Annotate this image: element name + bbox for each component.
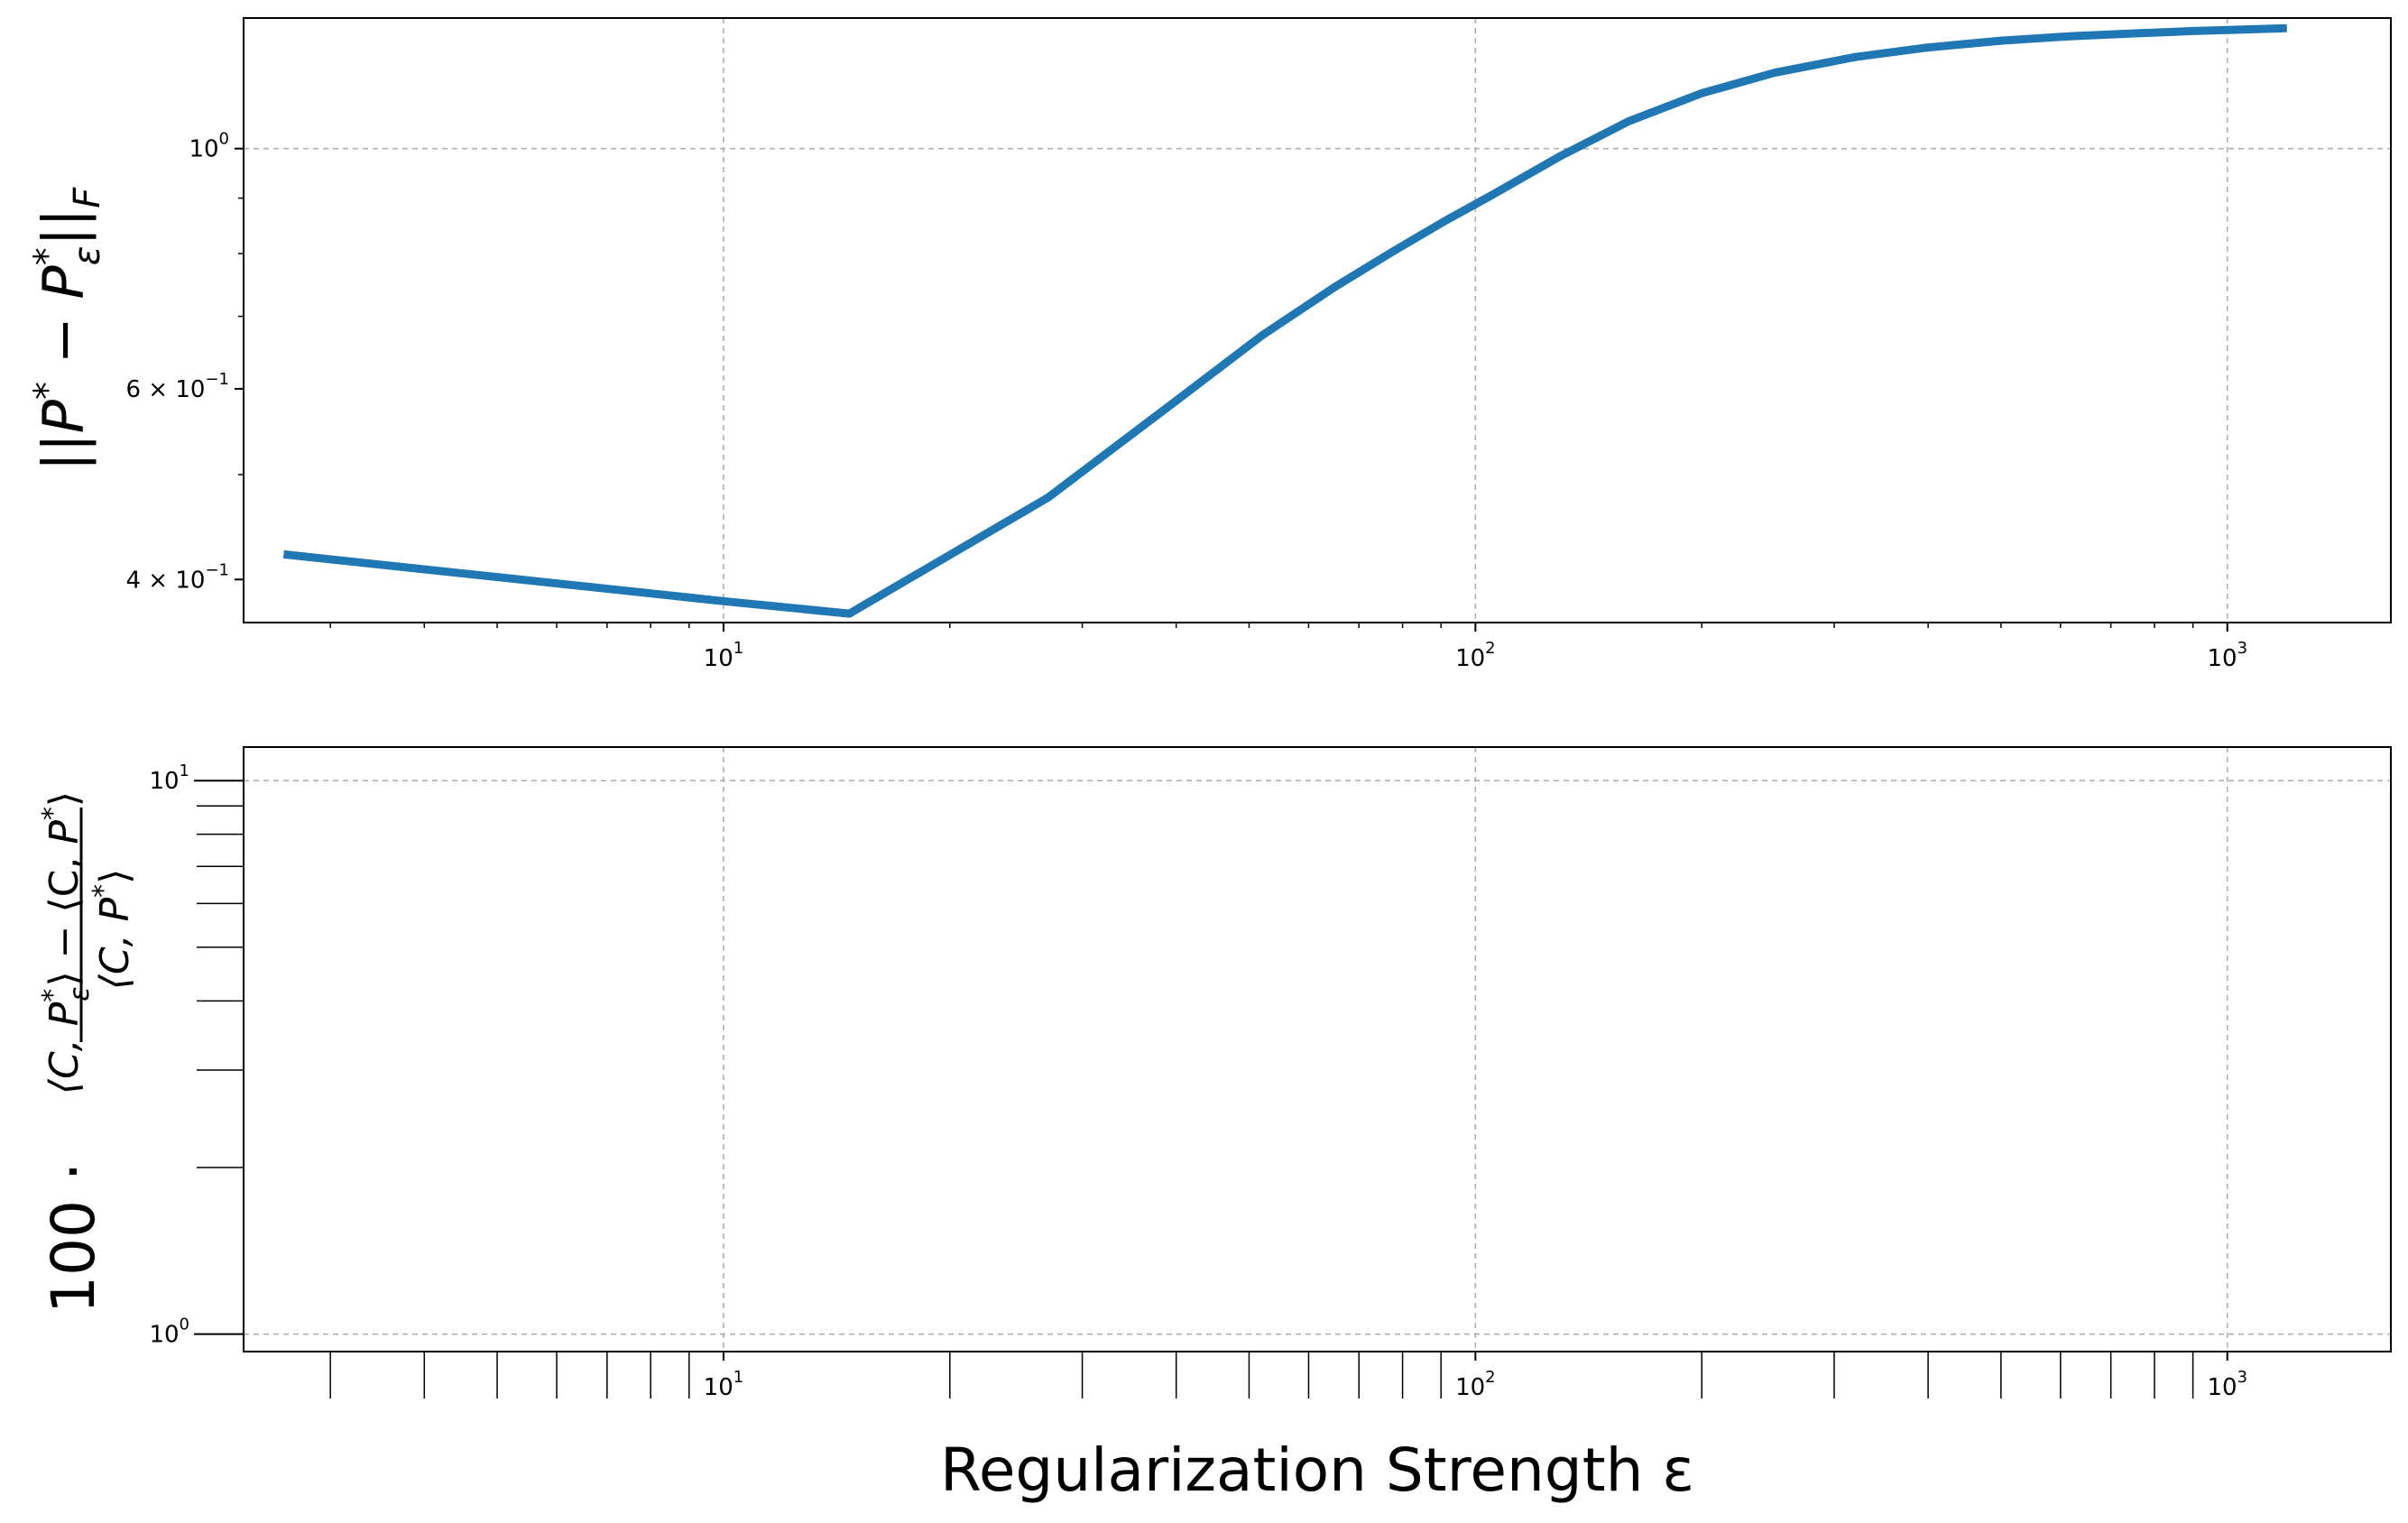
bottom-y-axis-label: 100 · ⟨C, P*ε⟩ − ⟨C, P*⟩ ⟨C, P*⟩ xyxy=(37,791,138,1314)
top-axes-frame xyxy=(243,17,2392,623)
bottom-y-ticks: 100 101 xyxy=(149,762,244,1349)
top-grid xyxy=(244,18,2391,623)
x-tick-label: 103 xyxy=(2207,1368,2247,1401)
x-tick-label: 101 xyxy=(704,1368,744,1401)
series-line-0 xyxy=(282,23,2287,618)
bottom-y-label-prefix: 100 · xyxy=(39,1162,108,1314)
y-tick-label: 100 xyxy=(189,130,229,163)
bottom-x-axis-label: Regularization Strength ε xyxy=(940,1435,1694,1505)
bottom-x-ticks: 101 102 103 xyxy=(704,1352,2247,1401)
y-tick-label: 4 × 10−1 xyxy=(126,560,230,594)
x-tick-label: 103 xyxy=(2207,639,2247,672)
top-chart-panel: 101 102 103 4 × 10−1 6 × 10−1 100 ||P* − P*ε… xyxy=(27,17,2392,672)
bottom-minor-ticks xyxy=(197,805,2194,1398)
x-tick-label: 101 xyxy=(704,639,744,672)
top-y-axis-label: ||P* − P*ε||F xyxy=(27,187,108,471)
svg-text:||P* − P*ε||F: ||P* − P*ε||F xyxy=(27,187,108,471)
top-y-ticks: 4 × 10−1 6 × 10−1 100 xyxy=(126,130,244,594)
y-tick-label: 100 xyxy=(149,1315,189,1349)
bottom-y-label-numerator: ⟨C, P*ε⟩ − ⟨C, P*⟩ xyxy=(37,791,96,1094)
bottom-axes-frame xyxy=(243,746,2392,1352)
top-series xyxy=(282,23,2287,618)
top-x-ticks: 101 102 103 xyxy=(704,623,2247,672)
y-tick-label: 6 × 10−1 xyxy=(126,370,230,403)
x-tick-label: 102 xyxy=(1455,639,1496,672)
bottom-grid xyxy=(244,747,2391,1352)
x-tick-label: 102 xyxy=(1455,1368,1496,1401)
bottom-chart-panel: 101 102 103 100 101 100 · ⟨C, P*ε⟩ − ⟨C, P*… xyxy=(37,746,2392,1505)
y-tick-label: 101 xyxy=(149,762,189,795)
